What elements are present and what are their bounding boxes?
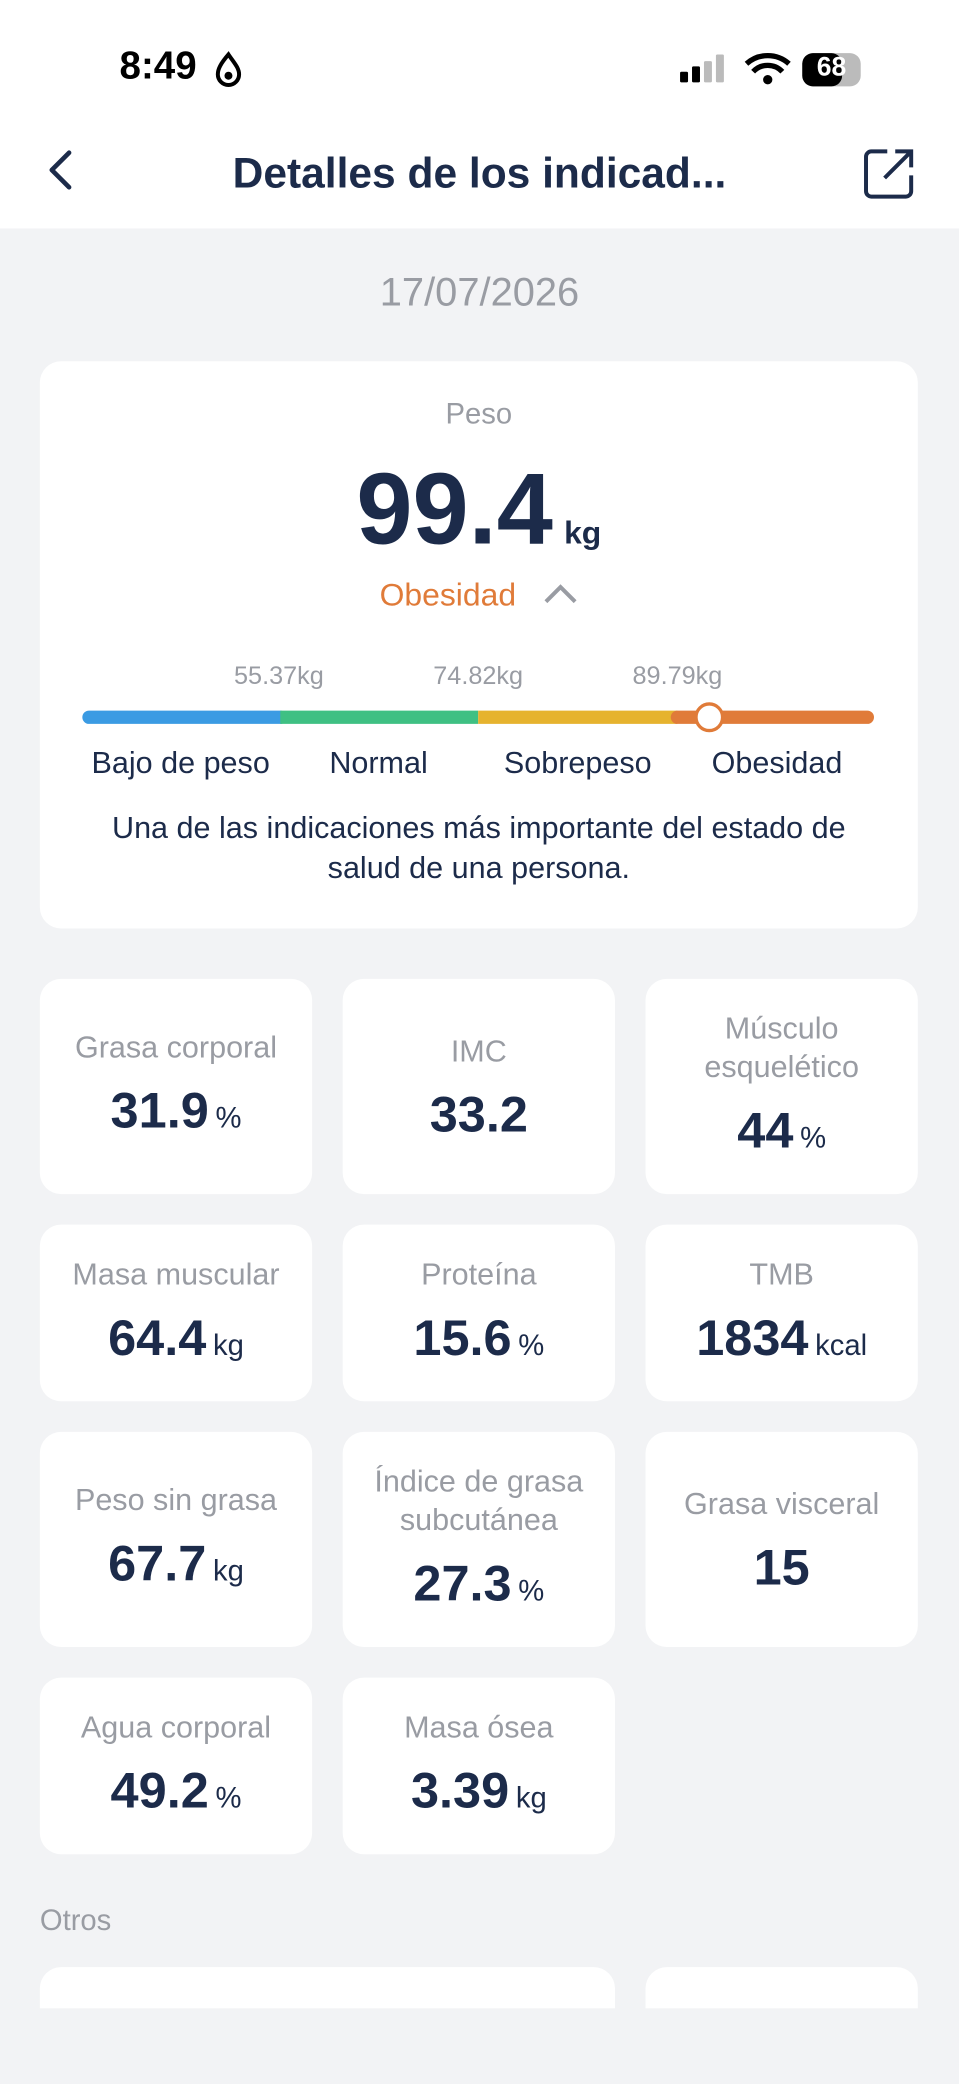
metric-value-row: 44%	[737, 1104, 826, 1164]
metric-value-row: 33.2	[430, 1089, 528, 1142]
threshold-label: 74.82kg	[433, 662, 524, 691]
share-button[interactable]	[861, 146, 917, 202]
metric-unit: %	[215, 1101, 242, 1135]
range-label: Obesidad	[711, 745, 843, 780]
metric-label: Peso sin grasa	[74, 1482, 278, 1517]
metric-unit: kg	[212, 1554, 244, 1588]
status-text: Obesidad	[379, 577, 517, 614]
metric-label: Proteína	[421, 1255, 537, 1291]
metric-value-row: 15.6%	[413, 1312, 544, 1372]
metric-card[interactable]: Grasa corporal 31.9%	[39, 978, 313, 1195]
metric-label: Grasa visceral	[684, 1485, 880, 1521]
metric-unit: kg	[212, 1327, 244, 1361]
metric-value: 67.7	[108, 1536, 207, 1593]
date: 17/07/2026	[379, 270, 580, 315]
metric-label: TMB	[749, 1255, 814, 1291]
collapse-icon	[544, 584, 577, 604]
metric-unit: kcal	[815, 1327, 868, 1361]
metric-card[interactable]: Proteína 15.6%	[342, 1224, 615, 1402]
metric-unit: %	[215, 1780, 242, 1814]
metric-card[interactable]: Índice de grasa subcutánea 27.3%	[342, 1431, 615, 1648]
metric-value-row: 67.7 kg	[108, 1538, 244, 1598]
top-bar	[0, 0, 959, 229]
metric-card[interactable]: IMC 33.2	[342, 978, 615, 1195]
metric-card[interactable]: TMB 1834 kcal	[645, 1224, 918, 1402]
metric-value: 3.39	[410, 1763, 510, 1820]
back-button[interactable]	[45, 149, 77, 194]
metric-value-row: 15	[754, 1541, 810, 1594]
weight-label: Peso	[445, 397, 513, 431]
metric-label: Índice de grasa subcutánea	[374, 1463, 584, 1537]
metric-unit: kg	[515, 1780, 547, 1814]
metric-label: Músculo esquelético	[704, 1010, 859, 1084]
threshold-label: 55.37kg	[234, 662, 324, 691]
metric-label: Agua corporal	[80, 1708, 272, 1744]
section-title: Otros	[39, 1903, 112, 1937]
metric-card[interactable]: Agua corporal 49.2%	[39, 1677, 313, 1855]
metric-card[interactable]: Grasa visceral 15	[645, 1431, 918, 1648]
metric-value-row: 49.2%	[111, 1765, 242, 1825]
weight-description: Una de las indicaciones más importante d…	[112, 810, 846, 885]
metric-value-row: 31.9%	[111, 1085, 242, 1145]
weight-unit: kg	[564, 515, 602, 552]
weight-value-row: 99.4 kg	[40, 452, 918, 568]
metric-value-row: 1834 kcal	[696, 1312, 867, 1372]
metric-value: 31.9	[110, 1083, 209, 1140]
metric-value: 27.3	[413, 1556, 512, 1612]
threshold-label: 89.79kg	[632, 662, 723, 691]
range-label: Normal	[329, 745, 428, 780]
metric-value: 64.4	[108, 1310, 207, 1367]
range-label: Bajo de peso	[91, 745, 270, 780]
range-bar	[82, 702, 874, 733]
metric-label: Grasa corporal	[74, 1029, 278, 1064]
metric-card[interactable]: Peso sin grasa 67.7 kg	[39, 1431, 313, 1648]
status-icons	[680, 52, 861, 87]
metric-unit: %	[518, 1327, 545, 1361]
clock: 8:49	[119, 45, 197, 88]
metric-value: 33.2	[429, 1087, 528, 1143]
metric-label: Masa muscular	[72, 1255, 280, 1291]
metric-card[interactable]: Músculo esquelético 44%	[645, 978, 918, 1195]
metric-value-row: 27.3%	[413, 1557, 544, 1617]
metric-value-row: 64.4 kg	[108, 1312, 244, 1372]
focus-icon	[215, 51, 242, 87]
metric-value: 1834	[696, 1310, 809, 1367]
metric-value-row: 3.39 kg	[411, 1765, 547, 1825]
metric-value: 15.6	[413, 1310, 512, 1367]
range-label: Sobrepeso	[503, 745, 652, 780]
metric-unit: %	[800, 1120, 827, 1154]
metric-card[interactable]: Masa muscular 64.4 kg	[39, 1224, 313, 1402]
weight-card: Peso 99.4 kg Obesidad 55.37kg 74.82kg 89.7…	[39, 361, 918, 929]
bottom-area	[0, 2008, 959, 2083]
weight-value: 99.4	[356, 452, 553, 566]
battery-level: 68	[816, 53, 847, 83]
metric-value: 15	[753, 1540, 810, 1596]
weight-status[interactable]: Obesidad	[40, 578, 918, 615]
metric-card[interactable]: Masa ósea 3.39 kg	[342, 1677, 615, 1855]
metric-value: 44	[737, 1103, 794, 1159]
metric-value: 49.2	[110, 1763, 209, 1820]
metric-unit: %	[518, 1573, 545, 1607]
page-title: Detalles de los indicad...	[232, 148, 727, 197]
metric-label: IMC	[450, 1032, 507, 1068]
metric-label: Masa ósea	[404, 1708, 554, 1744]
